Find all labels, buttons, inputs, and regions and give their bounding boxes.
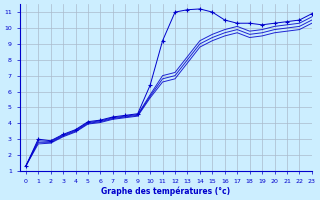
X-axis label: Graphe des températures (°c): Graphe des températures (°c) bbox=[101, 186, 230, 196]
